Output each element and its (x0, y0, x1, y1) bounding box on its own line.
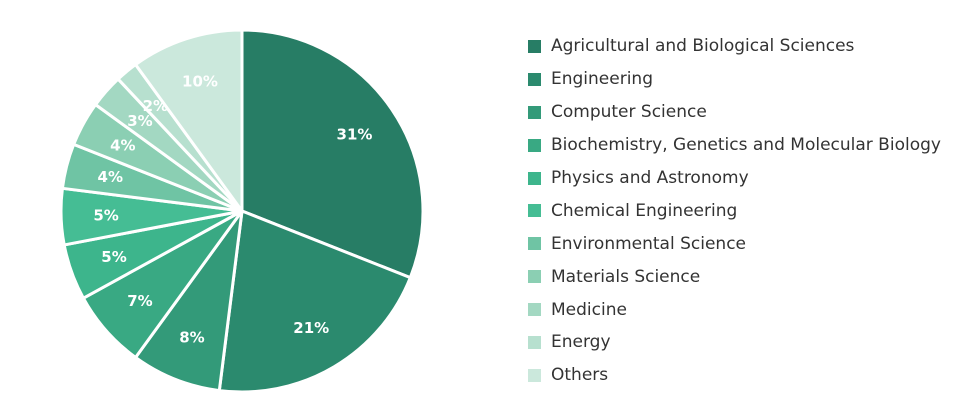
pie-slice-label: 10% (182, 73, 218, 91)
legend-item-chemical-engineering: Chemical Engineering (528, 194, 941, 227)
legend-item-physics-and-astronomy: Physics and Astronomy (528, 162, 941, 195)
legend-label: Computer Science (551, 102, 707, 123)
pie-slice-label: 21% (293, 319, 329, 337)
legend-label: Energy (551, 332, 611, 353)
legend-label: Engineering (551, 69, 653, 90)
legend-item-engineering: Engineering (528, 63, 941, 96)
legend-label: Materials Science (551, 266, 701, 287)
legend-label: Environmental Science (551, 233, 746, 254)
legend-swatch (528, 105, 541, 119)
legend-swatch (528, 335, 541, 349)
pie-slice-label: 5% (101, 248, 126, 266)
legend-label: Others (551, 365, 609, 386)
legend-swatch (528, 138, 541, 152)
legend-item-biochemistry-genetics-and-molecular-biology: Biochemistry, Genetics and Molecular Bio… (528, 129, 941, 162)
legend-item-agricultural-and-biological-sciences: Agricultural and Biological Sciences (528, 30, 941, 63)
pie-slice-agricultural-and-biological-sciences (240, 28, 425, 280)
pie-slice-label: 5% (93, 206, 118, 224)
pie-slice-label: 31% (337, 126, 373, 144)
legend-swatch (528, 72, 541, 86)
legend-label: Agricultural and Biological Sciences (551, 36, 855, 57)
legend-swatch (528, 270, 541, 284)
legend-item-energy: Energy (528, 326, 941, 359)
pie-slice-others (134, 28, 244, 213)
legend-label: Physics and Astronomy (551, 168, 749, 188)
pie-slice-label: 4% (110, 136, 135, 154)
legend-swatch (528, 171, 541, 185)
legend-label: Medicine (551, 299, 627, 320)
legend-swatch (528, 39, 541, 53)
legend-item-materials-science: Materials Science (528, 260, 941, 293)
legend-item-others: Others (528, 359, 941, 392)
pie-slice-label: 7% (127, 292, 152, 310)
pie-slice-engineering (217, 209, 412, 394)
legend-swatch (528, 368, 541, 382)
legend-label: Biochemistry, Genetics and Molecular Bio… (551, 135, 941, 156)
pie-chart: 31%21%8%7%5%5%4%4%3%2%10% (59, 28, 425, 394)
legend-item-medicine: Medicine (528, 293, 941, 326)
legend-item-computer-science: Computer Science (528, 96, 941, 129)
legend-item-environmental-science: Environmental Science (528, 227, 941, 260)
legend-swatch (528, 237, 541, 251)
legend-label: Chemical Engineering (551, 200, 738, 221)
pie-slice-label: 8% (179, 328, 204, 346)
pie-slice-label: 4% (98, 168, 123, 186)
pie-slice-label: 3% (127, 112, 152, 130)
legend-swatch (528, 204, 541, 218)
pie-slice-computer-science (134, 209, 244, 393)
legend: Agricultural and Biological Sciences Engi… (528, 30, 941, 392)
legend-swatch (528, 303, 541, 317)
